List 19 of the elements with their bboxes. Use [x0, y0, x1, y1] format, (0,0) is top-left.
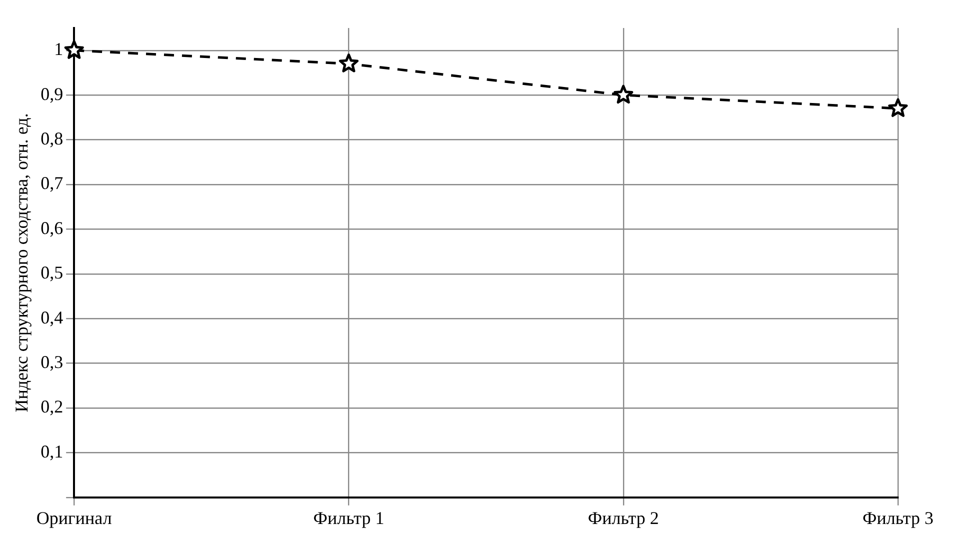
point: [614, 84, 634, 104]
x-tick-label: Оригинал: [36, 508, 112, 528]
x-tick-label: Фильтр 1: [313, 508, 384, 528]
point: [338, 54, 359, 72]
y-tick-label: 0,4: [40, 307, 64, 328]
point: [888, 98, 908, 117]
y-tick-label: 0,8: [40, 128, 64, 148]
point: [64, 40, 84, 59]
x-tick-label: Фильтр 2: [588, 508, 659, 528]
y-tick-label: 0,2: [40, 396, 64, 417]
y-tick-label: 0,1: [40, 441, 64, 462]
y-tick-label: 0,7: [40, 173, 64, 194]
y-tick-label: 0,5: [40, 262, 64, 283]
y-axis-title: Индекс структурного сходства, отн. ед.: [12, 113, 32, 412]
y-tick-label: 0,9: [40, 84, 64, 104]
y-tick-label: 0,6: [40, 218, 64, 238]
y-tick-label: 1: [54, 39, 64, 60]
y-tick-label: 0,3: [40, 352, 64, 372]
x-tick-label: Фильтр 3: [862, 508, 934, 528]
